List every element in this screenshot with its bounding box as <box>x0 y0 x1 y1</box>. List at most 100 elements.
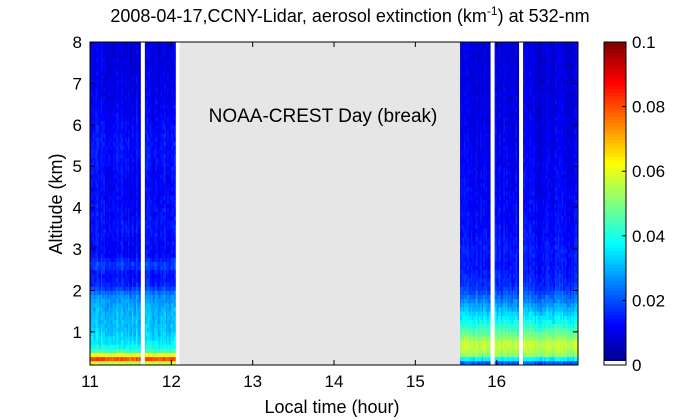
heatmap-cell <box>94 302 96 308</box>
heatmap-cell <box>107 79 110 84</box>
heatmap-cell <box>133 327 136 333</box>
heatmap-cell <box>117 302 119 308</box>
heatmap-cell <box>121 162 123 167</box>
heatmap-cell <box>100 120 103 126</box>
heatmap-cell <box>137 95 140 101</box>
heatmap-cell <box>164 108 167 113</box>
heatmap-cell <box>107 133 110 138</box>
heatmap-cell <box>127 352 130 358</box>
heatmap-cell <box>95 286 98 291</box>
heatmap-cell <box>153 157 156 163</box>
heatmap-cell <box>95 257 98 262</box>
heatmap-cell <box>165 307 168 312</box>
heatmap-cell <box>125 50 127 55</box>
heatmap-cell <box>134 191 137 196</box>
heatmap-cell <box>138 340 141 345</box>
heatmap-cell <box>165 232 168 238</box>
heatmap-cell <box>110 46 113 51</box>
heatmap-cell <box>111 269 114 275</box>
heatmap-cell <box>96 153 99 159</box>
heatmap-cell <box>95 269 98 275</box>
heatmap-cell <box>165 149 168 155</box>
heatmap-cell <box>111 278 114 283</box>
heatmap-cell <box>152 99 155 105</box>
heatmap-cell <box>117 182 119 188</box>
heatmap-cell <box>149 153 152 159</box>
heatmap-cell <box>99 66 102 72</box>
heatmap-cell <box>144 220 146 225</box>
heatmap-cell <box>165 112 168 117</box>
heatmap-cell <box>144 236 146 242</box>
heatmap-cell <box>134 170 137 175</box>
heatmap-cell <box>106 87 109 93</box>
heatmap-cell <box>91 79 94 84</box>
heatmap-cell <box>117 174 119 180</box>
heatmap-cell <box>164 207 167 213</box>
heatmap-cell <box>111 319 114 324</box>
heatmap-cell <box>159 141 161 146</box>
heatmap-cell <box>94 104 96 109</box>
heatmap-cell <box>151 58 153 64</box>
heatmap-cell <box>146 360 149 366</box>
heatmap-cell <box>102 83 104 88</box>
heatmap-cell <box>94 307 96 312</box>
heatmap-cell <box>156 108 159 113</box>
heatmap-cell <box>151 302 153 308</box>
heatmap-cell <box>108 166 111 171</box>
heatmap-cell <box>153 315 156 320</box>
heatmap-cell <box>152 294 155 300</box>
heatmap-cell <box>144 348 146 353</box>
heatmap-cell <box>130 331 133 337</box>
heatmap-cell <box>113 104 115 109</box>
heatmap-cell <box>127 257 130 262</box>
heatmap-cell <box>134 87 137 93</box>
heatmap-cell <box>115 302 118 308</box>
heatmap-cell <box>115 62 118 68</box>
heatmap-cell <box>118 133 121 138</box>
heatmap-cell <box>127 133 130 138</box>
heatmap-cell <box>137 157 140 163</box>
heatmap-cell <box>99 282 102 287</box>
heatmap-cell <box>144 54 146 59</box>
heatmap-cell <box>96 273 99 279</box>
heatmap-cell <box>151 153 153 159</box>
heatmap-cell <box>155 54 157 59</box>
heatmap-cell <box>129 298 132 304</box>
heatmap-cell <box>125 220 127 225</box>
heatmap-cell <box>161 79 164 84</box>
heatmap-cell <box>103 315 106 320</box>
heatmap-cell <box>108 278 111 283</box>
heatmap-cell <box>159 207 161 213</box>
heatmap-cell <box>113 278 115 283</box>
heatmap-cell <box>99 257 102 262</box>
heatmap-cell <box>106 54 109 59</box>
heatmap-cell <box>121 352 123 358</box>
heatmap-cell <box>164 244 167 250</box>
heatmap-cell <box>137 273 140 279</box>
heatmap-cell <box>107 50 110 55</box>
heatmap-cell <box>108 50 111 55</box>
heatmap-cell <box>155 294 157 300</box>
heatmap-cell <box>174 195 176 200</box>
heatmap-cell <box>98 79 100 84</box>
heatmap-cell <box>126 244 129 250</box>
heatmap-cell <box>106 124 109 130</box>
heatmap-cell <box>148 108 151 113</box>
heatmap-cell <box>102 278 104 283</box>
heatmap-cell <box>145 327 148 333</box>
heatmap-cell <box>115 178 118 184</box>
heatmap-cell <box>90 207 92 213</box>
heatmap-cell <box>130 182 133 188</box>
heatmap-cell <box>91 95 94 101</box>
heatmap-cell <box>114 54 117 59</box>
heatmap-cell <box>111 240 114 246</box>
heatmap-cell <box>102 87 104 93</box>
heatmap-cell <box>122 278 125 283</box>
heatmap-cell <box>98 112 100 117</box>
heatmap-cell <box>114 128 117 134</box>
heatmap-cell <box>144 153 146 159</box>
heatmap-cell <box>113 95 115 101</box>
heatmap-cell <box>149 133 152 138</box>
heatmap-cell <box>104 224 107 229</box>
heatmap-cell <box>165 182 168 188</box>
